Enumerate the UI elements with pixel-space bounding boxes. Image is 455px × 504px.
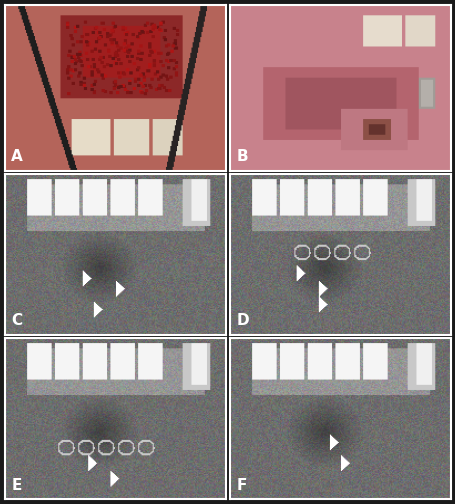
- Text: B: B: [236, 149, 248, 164]
- Text: A: A: [11, 149, 23, 164]
- Text: C: C: [11, 313, 22, 329]
- Text: F: F: [236, 477, 247, 492]
- Text: E: E: [11, 477, 21, 492]
- Text: D: D: [236, 313, 249, 329]
